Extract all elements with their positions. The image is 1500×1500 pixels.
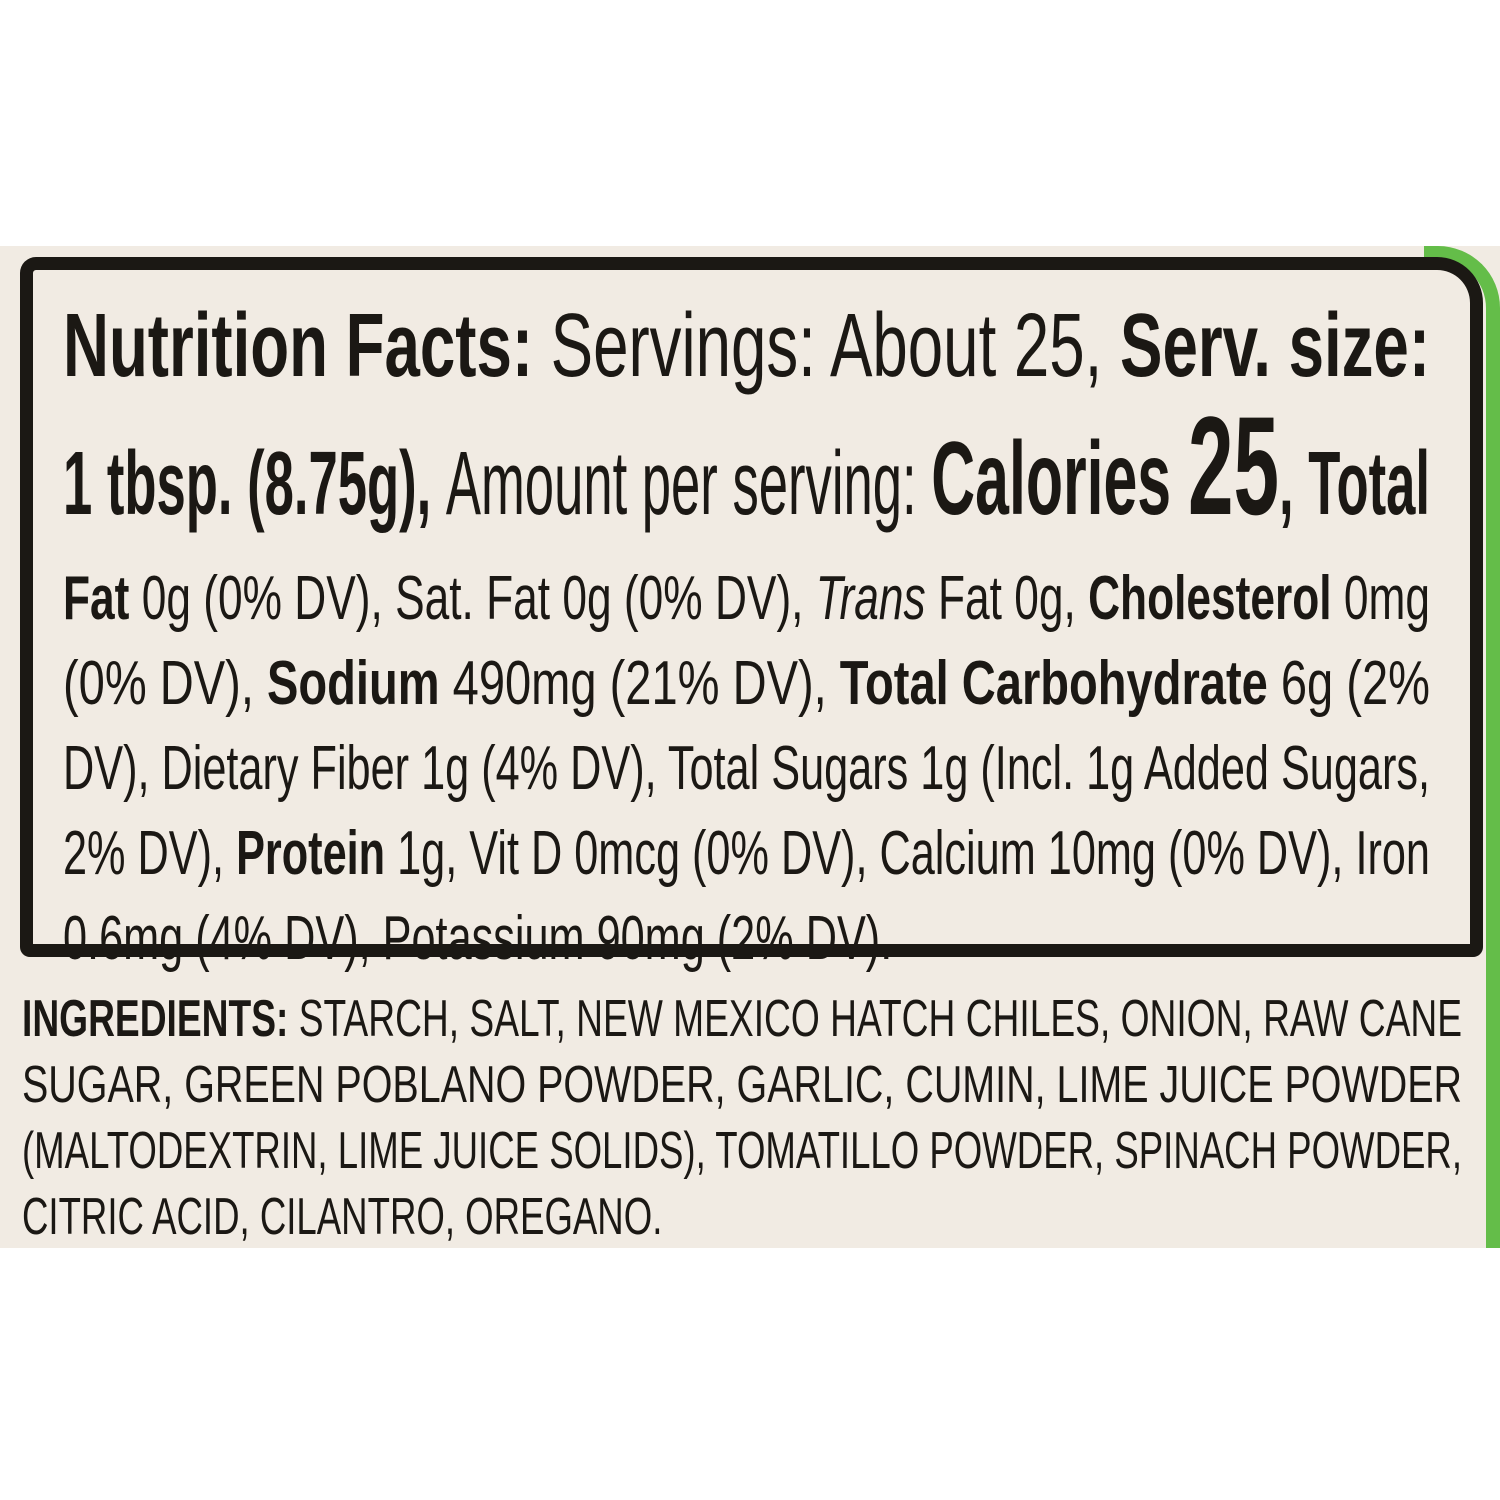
- iron-potassium-text: 0.6mg (4% DV), Potassium 90mg (2% DV).: [63, 904, 893, 973]
- trans-fat-values: Fat 0g,: [925, 564, 1089, 633]
- cholesterol-values: 0mg: [1331, 564, 1430, 633]
- dv-lead: (0% DV),: [63, 649, 267, 718]
- detail-line-4: 2% DV), Protein 1g, Vit D 0mcg (0% DV), …: [63, 811, 1430, 896]
- trans-fat-label: Trans: [815, 564, 926, 633]
- label-panel: Nutrition Facts: Servings: About 25, Ser…: [0, 246, 1500, 1248]
- fat-label: Fat: [63, 564, 130, 633]
- vitamin-values: 1g, Vit D 0mcg (0% DV), Calcium 10mg (0%…: [385, 819, 1431, 888]
- ingredients-line-2-text: SUGAR, GREEN POBLANO POWDER, GARLIC, CUM…: [22, 1056, 1462, 1114]
- ingredients-label: INGREDIENTS:: [22, 990, 289, 1048]
- fat-values: 0g (0% DV), Sat. Fat 0g (0% DV),: [129, 564, 816, 633]
- header-line-1: Nutrition Facts: Servings: About 25, Ser…: [63, 286, 1430, 406]
- ingredients-section: INGREDIENTS: STARCH, SALT, NEW MEXICO HA…: [22, 986, 1462, 1250]
- detail-line-1: Fat 0g (0% DV), Sat. Fat 0g (0% DV), Tra…: [63, 556, 1430, 641]
- sodium-label: Sodium: [266, 649, 440, 718]
- cholesterol-label: Cholesterol: [1088, 564, 1332, 633]
- ingredients-line-2: SUGAR, GREEN POBLANO POWDER, GARLIC, CUM…: [22, 1052, 1462, 1118]
- carbohydrate-values: 6g (2%: [1267, 649, 1430, 718]
- calories-value: 25: [1188, 387, 1280, 544]
- ingredients-line-3: (MALTODEXTRIN, LIME JUICE SOLIDS), TOMAT…: [22, 1118, 1462, 1184]
- detail-line-2: (0% DV), Sodium 490mg (21% DV), Total Ca…: [63, 641, 1430, 726]
- detail-line-5: 0.6mg (4% DV), Potassium 90mg (2% DV).: [63, 896, 1430, 981]
- servings-text: Servings: About 25,: [533, 296, 1121, 396]
- header-line-2: 1 tbsp. (8.75g), Amount per serving: Cal…: [63, 396, 1430, 544]
- ingredients-line-1: INGREDIENTS: STARCH, SALT, NEW MEXICO HA…: [22, 986, 1462, 1052]
- amount-per-serving-label: Amount per serving:: [445, 434, 932, 534]
- nutrition-facts-title: Nutrition Facts:: [63, 296, 534, 396]
- calories-label: Calories: [931, 421, 1189, 537]
- ingredients-line-3-text: (MALTODEXTRIN, LIME JUICE SOLIDS), TOMAT…: [22, 1122, 1462, 1180]
- total-fat-lead: , Total: [1279, 434, 1430, 534]
- serving-size-value: 1 tbsp. (8.75g),: [63, 434, 446, 534]
- carbohydrate-label: Total Carbohydrate: [839, 649, 1268, 718]
- protein-label: Protein: [236, 819, 386, 888]
- nutrition-facts-details: Fat 0g (0% DV), Sat. Fat 0g (0% DV), Tra…: [63, 556, 1430, 981]
- added-sugars-lead: 2% DV),: [63, 819, 237, 888]
- ingredients-line-1-text: STARCH, SALT, NEW MEXICO HATCH CHILES, O…: [288, 990, 1462, 1048]
- sodium-values: 490mg (21% DV),: [439, 649, 840, 718]
- detail-line-3: DV), Dietary Fiber 1g (4% DV), Total Sug…: [63, 726, 1430, 811]
- ingredients-line-4-text: CITRIC ACID, CILANTRO, OREGANO.: [22, 1188, 663, 1246]
- fiber-sugars-text: DV), Dietary Fiber 1g (4% DV), Total Sug…: [63, 734, 1430, 803]
- ingredients-line-4: CITRIC ACID, CILANTRO, OREGANO.: [22, 1184, 1462, 1250]
- nutrition-facts-header: Nutrition Facts: Servings: About 25, Ser…: [63, 286, 1430, 544]
- serv-size-label: Serv. size:: [1120, 296, 1430, 396]
- nutrition-facts-box: Nutrition Facts: Servings: About 25, Ser…: [20, 257, 1483, 973]
